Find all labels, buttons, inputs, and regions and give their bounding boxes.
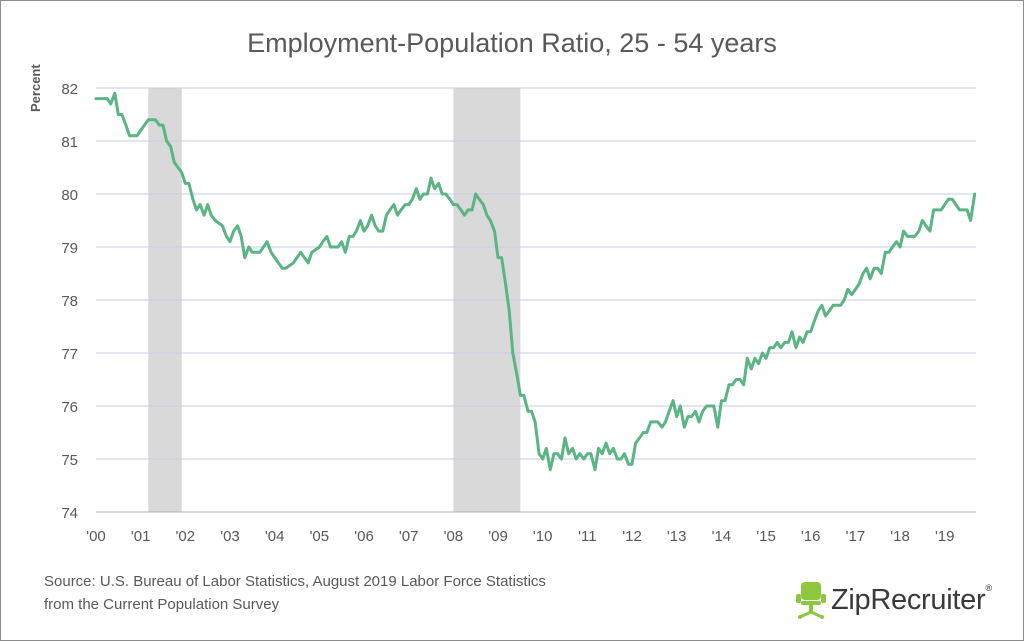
x-tick-label: '00 (86, 528, 106, 545)
x-tick-label: '17 (846, 528, 866, 545)
x-tick-label: '04 (265, 528, 285, 545)
y-tick-label: 76 (61, 399, 78, 416)
y-tick-label: 79 (61, 240, 78, 257)
registered-mark: ® (985, 583, 992, 593)
chair-icon (796, 582, 826, 619)
x-tick-labels: '00 '01 '02 '03 '04 '05 '06 '07 '08 '09 '10 '11 '12 '… (86, 528, 954, 545)
x-tick-label: '19 (935, 528, 955, 545)
y-tick-label: 75 (61, 452, 78, 469)
x-tick-label: '02 (176, 528, 196, 545)
source-line-2: from the Current Population Survey (44, 596, 280, 613)
x-tick-label: '10 (533, 528, 553, 545)
x-tick-label: '12 (622, 528, 642, 545)
y-tick-label: 82 (61, 81, 78, 98)
x-tick-label: '03 (220, 528, 240, 545)
x-tick-label: '11 (578, 528, 596, 545)
x-tick-label: '09 (488, 528, 508, 545)
logo-wordmark: ZipRecruiter (831, 583, 986, 616)
y-tick-labels: 74 75 76 77 78 79 80 81 82 (61, 81, 78, 522)
gridlines (96, 87, 976, 513)
y-tick-label: 81 (61, 134, 78, 151)
y-tick-label: 80 (61, 187, 78, 204)
chart-title: Employment-Population Ratio, 25 - 54 yea… (247, 28, 777, 58)
x-tick-label: '13 (667, 528, 687, 545)
y-tick-label: 78 (61, 293, 78, 310)
x-tick-label: '18 (890, 528, 910, 545)
series-line-0 (94, 91, 977, 472)
x-tick-label: '01 (131, 528, 151, 545)
ziprecruiter-logo: ZipRecruiter ® (795, 578, 992, 622)
x-tick-label: '15 (756, 528, 776, 545)
y-tick-label: 77 (61, 346, 78, 363)
x-tick-label: '08 (444, 528, 464, 545)
x-tick-label: '06 (354, 528, 374, 545)
series-lines (94, 91, 977, 472)
x-tick-label: '07 (399, 528, 419, 545)
source-line-1: Source: U.S. Bureau of Labor Statistics,… (44, 573, 546, 590)
y-tick-label: 74 (61, 505, 78, 522)
x-tick-label: '14 (712, 528, 732, 545)
x-tick-label: '05 (310, 528, 330, 545)
source-note: Source: U.S. Bureau of Labor Statistics,… (44, 570, 694, 616)
x-tick-label: '16 (801, 528, 821, 545)
